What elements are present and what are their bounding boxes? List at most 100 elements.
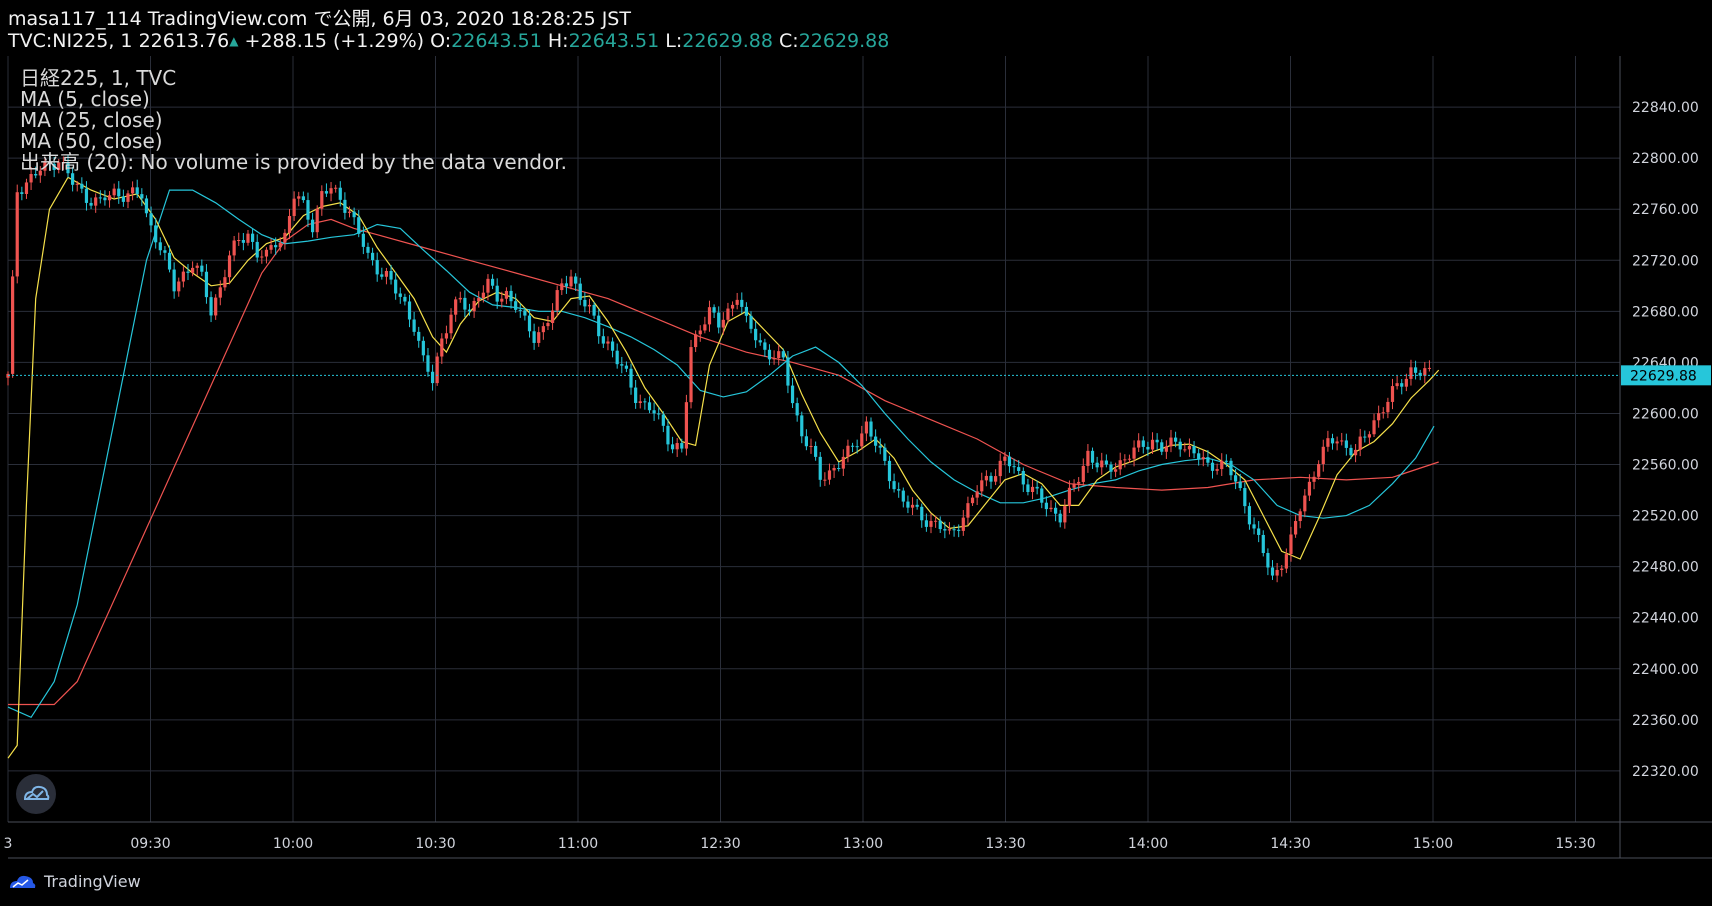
candle-body [260, 256, 264, 258]
high-value: 22643.51 [568, 30, 660, 52]
candle-body [1063, 506, 1067, 523]
candle-body [167, 252, 172, 270]
legend-ma5[interactable]: MA (5, close) [20, 87, 150, 111]
candle-body [735, 299, 739, 305]
candle-body [850, 445, 855, 447]
candle-body [1114, 469, 1118, 472]
candle-body [467, 309, 472, 312]
candle-body [827, 470, 832, 480]
candle-body [638, 401, 642, 404]
candle-body [1266, 553, 1270, 568]
candle-body [961, 517, 965, 531]
candle-body [749, 315, 753, 329]
open-label: O: [430, 30, 452, 52]
candle-body [80, 183, 84, 189]
candle-body [980, 480, 984, 492]
candle-body [172, 269, 176, 292]
x-tick-label: 13:30 [985, 836, 1025, 852]
candle-body [1169, 437, 1173, 447]
candle-body [1215, 469, 1219, 471]
candle-body [897, 489, 901, 491]
y-tick-label: 22440.00 [1632, 611, 1699, 627]
y-tick-label: 22680.00 [1632, 304, 1699, 320]
candle-body [214, 297, 218, 316]
candle-body [264, 249, 269, 257]
y-tick-label: 22360.00 [1632, 713, 1699, 729]
candle-body [620, 364, 624, 366]
candle-body [1330, 438, 1335, 444]
candle-body [892, 481, 896, 490]
candle-body [66, 162, 70, 174]
candle-body [984, 475, 988, 481]
candle-body [832, 468, 836, 471]
candle-body [712, 307, 716, 313]
low-label: L: [665, 30, 683, 52]
candle-body [1090, 450, 1095, 463]
candle-body [255, 241, 259, 258]
candle-body [809, 445, 813, 447]
candle-body [1353, 449, 1358, 456]
candle-body [1372, 420, 1376, 435]
legend-ma25[interactable]: MA (25, close) [20, 108, 163, 132]
candle-body [1400, 383, 1404, 387]
candle-body [661, 414, 665, 426]
candle-body [237, 240, 241, 242]
candle-body [901, 490, 905, 502]
candle-body [1220, 460, 1224, 470]
candle-body [486, 278, 490, 293]
candle-body [1109, 464, 1113, 472]
x-tick-label: 14:30 [1270, 836, 1310, 852]
candle-body [786, 357, 790, 386]
candle-body [177, 281, 181, 292]
tradingview-badge[interactable] [16, 774, 56, 814]
candle-body [1192, 445, 1196, 454]
candle-body [694, 334, 698, 348]
candle-body [163, 250, 167, 253]
candle-body [1035, 486, 1039, 489]
x-tick-label: 11:00 [558, 836, 598, 852]
candle-body [89, 202, 93, 206]
chart-axes: 22840.00 22800.00 22760.00 22720.00 22680.00… [4, 56, 1712, 859]
legend-ma50[interactable]: MA (50, close) [20, 129, 163, 153]
candle-body [915, 504, 919, 507]
candle-body [758, 340, 762, 343]
candle-body [218, 287, 222, 298]
candle-body [403, 296, 407, 302]
candle-body [1252, 524, 1256, 529]
y-tick-label: 22400.00 [1632, 662, 1699, 678]
y-tick-label: 22760.00 [1632, 202, 1699, 218]
candle-body [514, 301, 518, 310]
candle-body [518, 309, 522, 311]
y-tick-label: 22600.00 [1632, 406, 1699, 422]
candle-body [472, 300, 476, 312]
candle-body [43, 161, 47, 171]
candle-body [800, 415, 804, 437]
candle-body [61, 162, 65, 164]
candle-body [1326, 438, 1330, 447]
footer-brand[interactable]: TradingView [8, 872, 141, 891]
candle-body [1293, 521, 1298, 535]
candle-body [546, 323, 550, 327]
candle-body [1224, 460, 1228, 462]
candle-body [837, 468, 841, 470]
candle-body [338, 187, 342, 200]
close-label: C: [779, 30, 799, 52]
candle-body [1367, 434, 1372, 438]
candle-body [564, 283, 569, 287]
candle-body [814, 445, 818, 457]
candle-body [380, 274, 384, 277]
candle-body [707, 307, 712, 325]
candle-body [209, 297, 213, 316]
moving-average-lines [7, 176, 1440, 759]
candle-body [740, 299, 744, 307]
legend-volume[interactable]: 出来高 (20): No volume is provided by the d… [20, 150, 567, 174]
legend-symbol[interactable]: 日経225, 1, TVC [20, 66, 177, 90]
candle-body [154, 225, 158, 243]
candle-body [274, 245, 278, 248]
candle-body [241, 240, 245, 243]
candle-body [924, 520, 928, 527]
candle-body [504, 290, 509, 299]
last-price-label: 22629.88 [1630, 368, 1697, 384]
candle-body [624, 365, 629, 369]
